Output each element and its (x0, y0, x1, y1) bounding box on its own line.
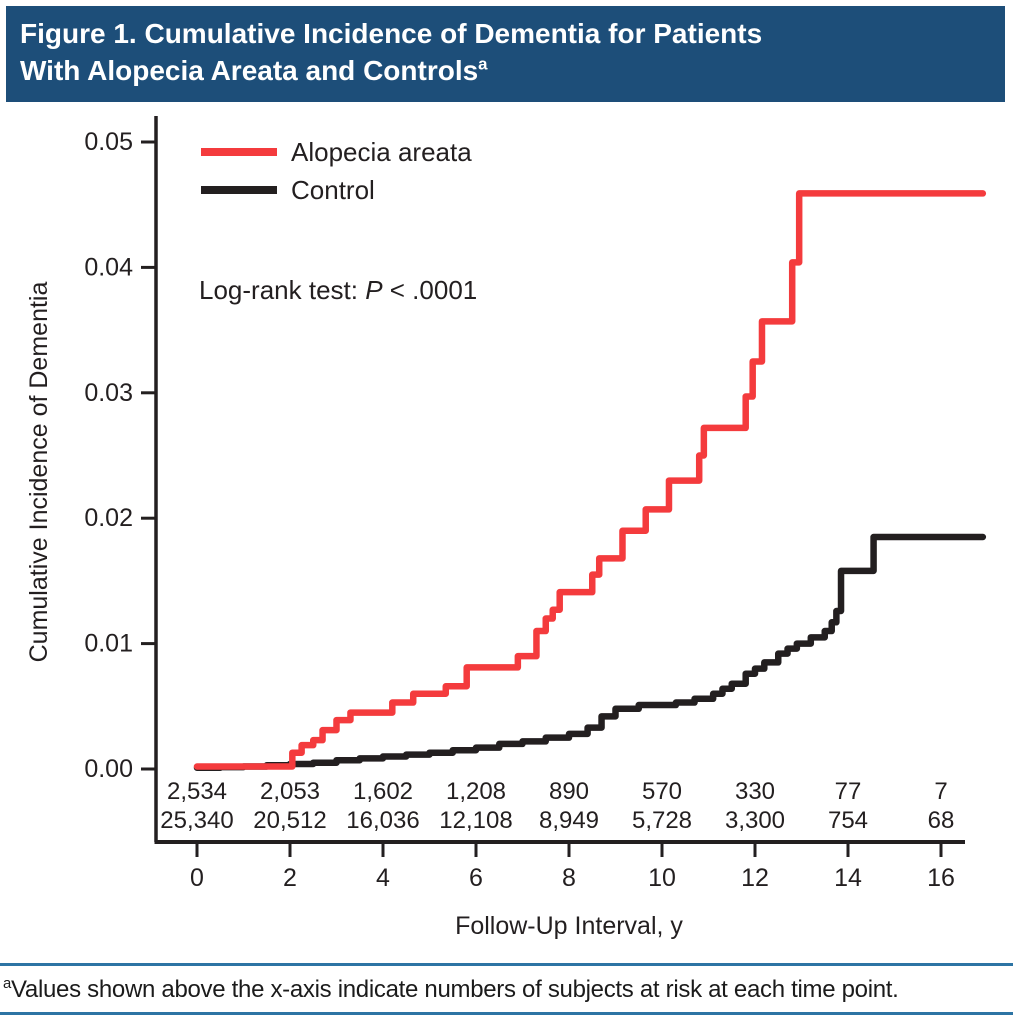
series-group (193, 190, 987, 771)
at-risk-value: 1,208 (446, 778, 506, 805)
at-risk-value: 5,728 (632, 807, 692, 834)
figure-title-text: Figure 1. Cumulative Incidence of Dement… (20, 18, 763, 86)
x-tick-label: 16 (927, 864, 955, 892)
x-tick-label: 6 (469, 864, 483, 892)
x-axis-title: Follow-Up Interval, y (455, 912, 683, 940)
series-alopecia-areata (193, 190, 987, 770)
y-tick-label: 0.00 (84, 755, 133, 783)
figure-footnote: aValues shown above the x-axis indicate … (0, 963, 1013, 1015)
legend-label: Alopecia areata (291, 137, 472, 167)
legend: Alopecia areata Control (201, 137, 472, 205)
y-tick-label: 0.05 (84, 128, 133, 156)
at-risk-value: 2,534 (167, 778, 227, 805)
x-tick-label: 14 (834, 864, 862, 892)
at-risk-value: 3,300 (725, 807, 785, 834)
x-tick-label: 0 (190, 864, 204, 892)
legend-label: Control (291, 175, 375, 205)
y-tick-label: 0.04 (84, 253, 133, 281)
axes (154, 116, 965, 844)
y-tick-label: 0.03 (84, 379, 133, 407)
at-risk-value: 754 (828, 807, 868, 834)
footnote-text: Values shown above the x-axis indicate n… (10, 976, 899, 1003)
at-risk-value: 7 (934, 778, 947, 805)
figure-title-superscript: a (478, 54, 488, 74)
at-risk-value: 77 (835, 778, 862, 805)
figure-title: Figure 1. Cumulative Incidence of Dement… (20, 15, 820, 89)
at-risk-value: 2,053 (260, 778, 320, 805)
y-tick-label: 0.02 (84, 504, 133, 532)
y-axis-ticks: 0.00 0.01 0.02 0.03 0.04 0.05 (84, 128, 156, 783)
at-risk-value: 12,108 (439, 807, 512, 834)
at-risk-value: 1,602 (353, 778, 413, 805)
at-risk-value: 68 (928, 807, 955, 834)
series-control (193, 533, 987, 771)
x-tick-label: 4 (376, 864, 390, 892)
figure-title-bar: Figure 1. Cumulative Incidence of Dement… (6, 6, 1005, 102)
y-tick-label: 0.01 (84, 630, 133, 658)
x-tick-label: 10 (648, 864, 676, 892)
footnote-superscript: a (3, 976, 11, 992)
at-risk-value: 16,036 (346, 807, 419, 834)
x-tick-label: 12 (741, 864, 769, 892)
at-risk-value: 8,949 (539, 807, 599, 834)
at-risk-table: 2,534 2,053 1,602 1,208 890 570 330 77 725,340 20… (160, 778, 954, 834)
at-risk-value: 330 (735, 778, 775, 805)
x-axis-ticks: 0 2 4 6 8 10 12 14 16 (190, 842, 955, 892)
log-rank-annotation: Log-rank test: P < .0001 (199, 275, 477, 305)
at-risk-value: 20,512 (253, 807, 326, 834)
y-axis-title: Cumulative Incidence of Dementia (25, 282, 53, 663)
x-tick-label: 8 (562, 864, 576, 892)
at-risk-value: 570 (642, 778, 682, 805)
at-risk-value: 25,340 (160, 807, 233, 834)
x-tick-label: 2 (283, 864, 297, 892)
at-risk-value: 890 (549, 778, 589, 805)
